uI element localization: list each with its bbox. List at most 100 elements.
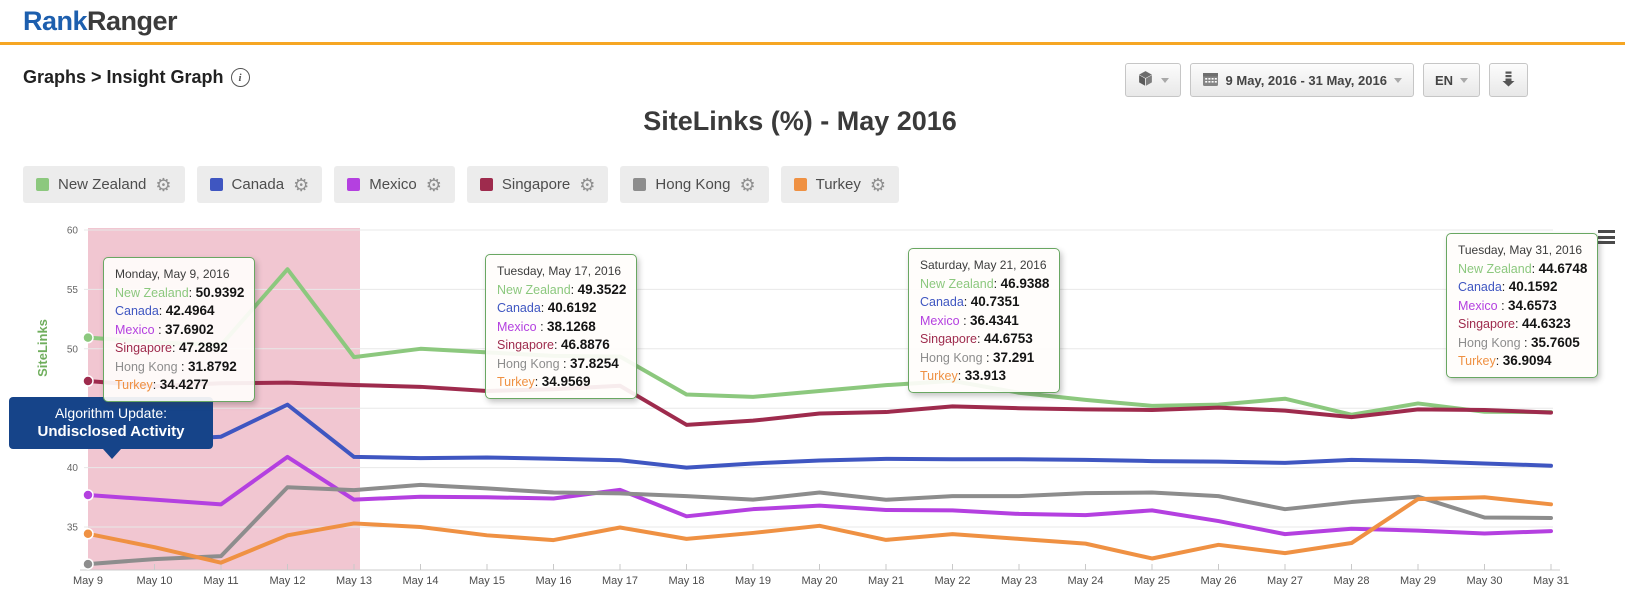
tooltip-date: Monday, May 9, 2016 (115, 267, 230, 281)
series-line-canada[interactable] (86, 402, 1553, 470)
tooltip-row: Singapore: 44.6323 (1458, 316, 1571, 331)
legend-label: Turkey (815, 176, 861, 193)
legend-label: Hong Kong (655, 176, 731, 193)
x-axis-tick-label: May 13 (336, 575, 372, 587)
chevron-down-icon (1393, 77, 1402, 83)
series-point-new-zealand[interactable] (82, 331, 94, 344)
tooltip-row: Turkey: 34.4277 (115, 377, 209, 392)
tooltip-row: Mexico : 37.6902 (115, 321, 214, 337)
x-axis-tick-label: May 16 (535, 575, 571, 587)
tooltip-row: Canada: 40.6192 (497, 300, 597, 315)
language-button[interactable]: EN (1422, 63, 1480, 97)
gear-icon[interactable]: ⚙ (869, 174, 887, 195)
tooltip-row: Hong Kong : 31.8792 (115, 358, 237, 374)
x-axis-tick-label: May 24 (1067, 575, 1103, 587)
series-color-swatch (347, 178, 361, 191)
x-axis-tick-label: May 21 (868, 575, 904, 587)
info-icon[interactable]: i (230, 68, 250, 87)
rankranger-logo[interactable]: RankRanger (23, 6, 178, 37)
series-line-mexico[interactable] (86, 454, 1553, 537)
tooltip-row: New Zealand: 44.6748 (1458, 260, 1588, 276)
download-button[interactable] (1489, 63, 1528, 97)
legend-label: Singapore (501, 176, 571, 193)
tooltip-row: Hong Kong : 35.7605 (1458, 334, 1580, 350)
gear-icon[interactable]: ⚙ (739, 174, 756, 195)
app-header: RankRanger (0, 0, 1625, 45)
tooltip-row: Singapore: 46.8876 (497, 337, 610, 352)
x-axis-tick-label: May 15 (469, 575, 505, 587)
gear-icon[interactable]: ⚙ (579, 174, 596, 195)
hamburger-icon (1598, 230, 1615, 233)
series-line-hong-kong[interactable] (86, 482, 1553, 567)
series-point-turkey[interactable] (82, 528, 94, 540)
series-line-singapore[interactable] (86, 379, 1553, 427)
chart-tooltip-may-17-2016: Tuesday, May 17, 2016 New Zealand: 49.352… (485, 254, 638, 399)
package-cube-icon (1137, 70, 1154, 90)
tooltip-row: Canada: 42.4964 (115, 303, 215, 318)
tooltip-date: Saturday, May 21, 2016 (920, 258, 1047, 272)
legend-label: Canada (231, 176, 285, 193)
tooltip-row: Mexico : 36.4341 (920, 312, 1019, 328)
x-axis-tick-label: May 27 (1267, 575, 1303, 587)
chart-title: SiteLinks (%) - May 2016 (643, 106, 957, 136)
x-axis-tick-label: May 14 (402, 575, 438, 587)
logo-rank: Rank (23, 6, 88, 36)
chart-tooltip-may-9-2016: Monday, May 9, 2016 New Zealand: 50.9392 C… (103, 257, 256, 402)
badge-line2: Undisclosed Activity (37, 423, 185, 440)
legend-item-mexico[interactable]: Mexico ⚙ (334, 166, 455, 203)
x-axis-tick-label: May 11 (203, 575, 238, 587)
x-axis-tick-label: May 10 (136, 575, 172, 587)
y-axis-title: SiteLinks (35, 319, 50, 377)
date-range-button[interactable]: 9 May, 2016 - 31 May, 2016 (1189, 63, 1414, 97)
legend-label: Mexico (369, 176, 417, 193)
y-axis-tick-label: 40 (67, 463, 79, 474)
legend-item-new-zealand[interactable]: New Zealand ⚙ (23, 166, 185, 203)
y-axis-tick-label: 35 (67, 523, 79, 534)
series-line-turkey[interactable] (86, 495, 1553, 565)
algorithm-update-badge[interactable]: Algorithm Update: Undisclosed Activity (9, 397, 213, 459)
x-axis-tick-label: May 20 (801, 575, 837, 587)
series-color-swatch (36, 178, 49, 191)
tooltip-row: Mexico : 34.6573 (1458, 297, 1557, 313)
breadcrumb[interactable]: Graphs > Insight Graph i (23, 67, 250, 88)
view-mode-button[interactable] (1124, 63, 1181, 97)
x-axis-tick-label: May 12 (269, 575, 305, 587)
legend: New Zealand ⚙ Canada ⚙ Mexico ⚙ Singapore ⚙ Hong… (23, 166, 900, 203)
legend-item-turkey[interactable]: Turkey ⚙ (780, 166, 900, 203)
tooltip-row: Canada: 40.1592 (1458, 279, 1558, 294)
tooltip-row: Hong Kong : 37.291 (920, 349, 1035, 365)
tooltip-row: Singapore: 44.6753 (920, 331, 1033, 346)
series-point-mexico[interactable] (82, 489, 94, 501)
tooltip-date: Tuesday, May 31, 2016 (1458, 243, 1583, 257)
legend-item-canada[interactable]: Canada ⚙ (196, 166, 323, 203)
toolbar-buttons: 9 May, 2016 - 31 May, 2016 EN (1124, 63, 1528, 97)
chart-menu-button[interactable] (1598, 230, 1615, 247)
badge-line1: Algorithm Update: (54, 405, 168, 421)
date-range-label: 9 May, 2016 - 31 May, 2016 (1225, 72, 1387, 88)
calendar-icon (1202, 71, 1219, 90)
logo-ranger: Ranger (87, 6, 178, 36)
x-axis-tick-label: May 23 (1001, 575, 1037, 587)
y-axis-tick-label: 50 (67, 344, 79, 355)
legend-item-hong-kong[interactable]: Hong Kong ⚙ (620, 166, 769, 203)
gear-icon[interactable]: ⚙ (293, 174, 310, 195)
tooltip-row: Canada: 40.7351 (920, 294, 1020, 309)
gear-icon[interactable]: ⚙ (425, 174, 442, 195)
series-line-new-zealand[interactable] (86, 267, 1553, 417)
legend-item-singapore[interactable]: Singapore ⚙ (466, 166, 609, 203)
chart-tooltip-may-31-2016: Tuesday, May 31, 2016 New Zealand: 44.674… (1446, 233, 1599, 378)
series-point-singapore[interactable] (82, 375, 94, 387)
series-color-swatch (793, 178, 807, 191)
series-point-hong-kong[interactable] (82, 558, 94, 570)
series-color-swatch (479, 178, 493, 191)
x-axis-tick-label: May 28 (1333, 575, 1369, 587)
series-color-swatch (209, 178, 223, 191)
tooltip-row: Turkey: 36.9094 (1458, 353, 1552, 368)
y-axis-tick-label: 55 (67, 285, 79, 296)
series-color-swatch (633, 178, 647, 191)
tooltip-row: New Zealand: 46.9388 (920, 275, 1050, 291)
gear-icon[interactable]: ⚙ (155, 174, 172, 195)
tooltip-row: Turkey: 33.913 (920, 368, 1006, 383)
x-axis-tick-label: May 29 (1400, 575, 1436, 587)
tooltip-row: Singapore: 47.2892 (115, 340, 228, 355)
